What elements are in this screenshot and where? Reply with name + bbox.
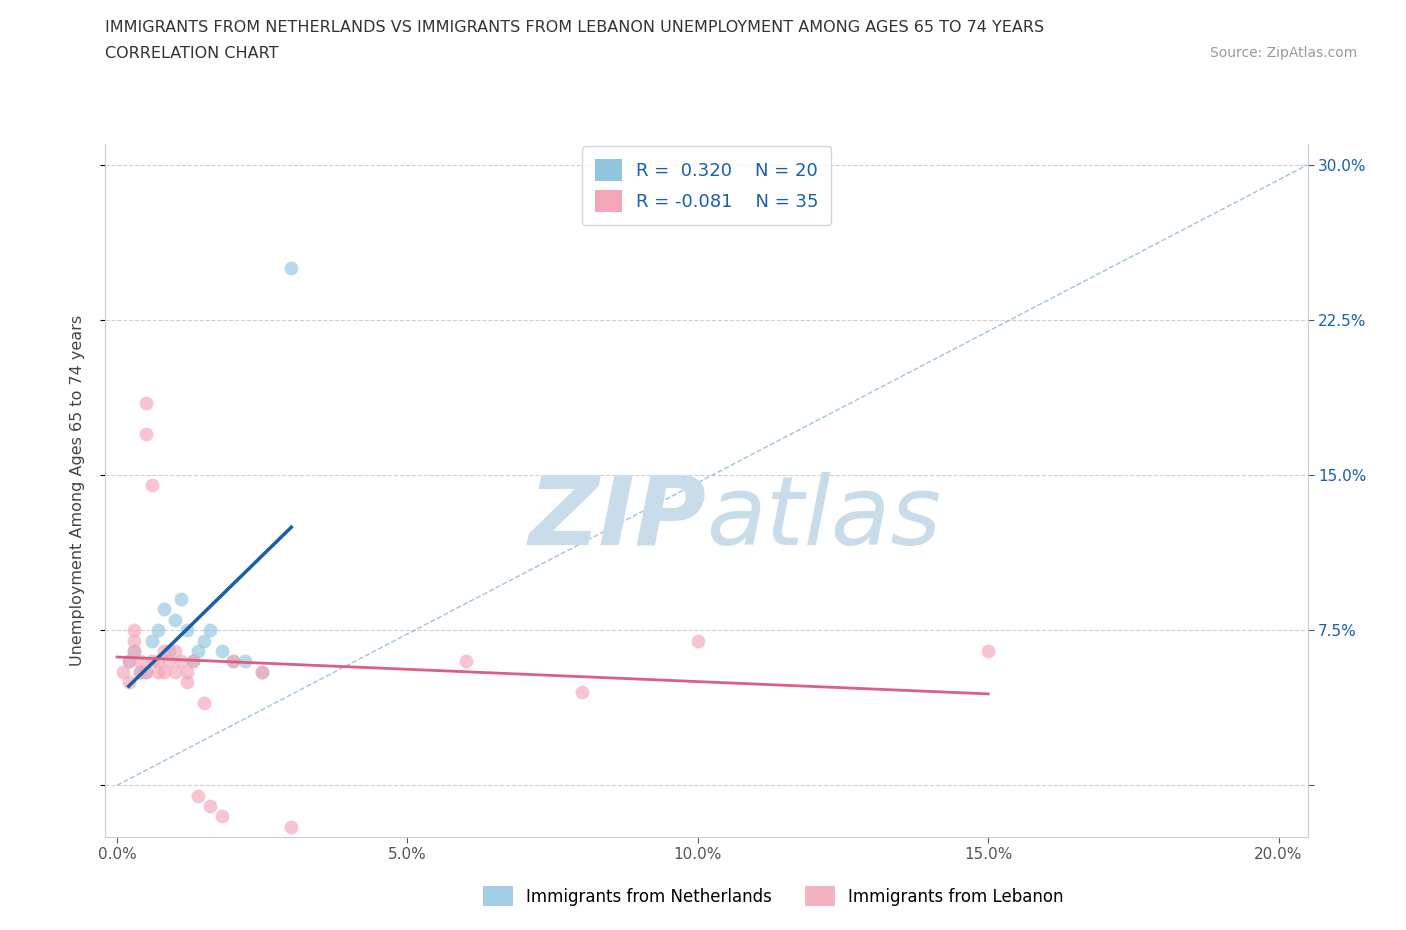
Point <box>977 644 1000 658</box>
Point <box>233 654 256 669</box>
Text: Source: ZipAtlas.com: Source: ZipAtlas.com <box>1209 46 1357 60</box>
Point <box>193 633 215 648</box>
Point <box>170 591 193 606</box>
Point <box>252 664 274 679</box>
Text: ZIP: ZIP <box>529 472 707 565</box>
Point <box>152 664 174 679</box>
Point <box>135 664 157 679</box>
Point <box>176 623 198 638</box>
Point <box>170 654 193 669</box>
Point <box>198 799 221 814</box>
Point <box>157 644 180 658</box>
Point <box>181 654 204 669</box>
Point <box>165 644 187 658</box>
Point <box>280 260 302 275</box>
Legend: Immigrants from Netherlands, Immigrants from Lebanon: Immigrants from Netherlands, Immigrants … <box>477 880 1070 912</box>
Point <box>141 654 163 669</box>
Point <box>211 644 233 658</box>
Text: IMMIGRANTS FROM NETHERLANDS VS IMMIGRANTS FROM LEBANON UNEMPLOYMENT AMONG AGES 6: IMMIGRANTS FROM NETHERLANDS VS IMMIGRANT… <box>105 20 1045 35</box>
Point <box>165 612 187 627</box>
Point <box>146 654 169 669</box>
Point <box>157 654 180 669</box>
Point <box>129 654 152 669</box>
Point <box>124 623 146 638</box>
Point <box>124 633 146 648</box>
Point <box>571 684 593 699</box>
Point <box>152 644 174 658</box>
Point <box>146 623 169 638</box>
Point <box>176 674 198 689</box>
Point <box>280 819 302 834</box>
Point <box>146 664 169 679</box>
Point <box>124 644 146 658</box>
Point <box>118 674 141 689</box>
Point <box>141 633 163 648</box>
Point <box>129 664 152 679</box>
Point <box>135 664 157 679</box>
Point <box>165 664 187 679</box>
Point <box>135 395 157 410</box>
Point <box>454 654 477 669</box>
Point <box>181 654 204 669</box>
Point <box>135 426 157 441</box>
Point <box>187 644 209 658</box>
Text: atlas: atlas <box>707 472 942 565</box>
Point <box>211 809 233 824</box>
Point <box>187 789 209 804</box>
Point <box>222 654 245 669</box>
Point <box>198 623 221 638</box>
Point <box>152 602 174 617</box>
Text: CORRELATION CHART: CORRELATION CHART <box>105 46 278 61</box>
Point <box>124 644 146 658</box>
Point <box>686 633 709 648</box>
Point <box>118 654 141 669</box>
Point <box>176 664 198 679</box>
Point <box>141 478 163 493</box>
Point <box>129 664 152 679</box>
Point <box>118 654 141 669</box>
Point <box>252 664 274 679</box>
Point <box>222 654 245 669</box>
Point <box>193 695 215 710</box>
Point <box>111 664 134 679</box>
Legend: R =  0.320    N = 20, R = -0.081    N = 35: R = 0.320 N = 20, R = -0.081 N = 35 <box>582 146 831 225</box>
Y-axis label: Unemployment Among Ages 65 to 74 years: Unemployment Among Ages 65 to 74 years <box>70 315 84 666</box>
